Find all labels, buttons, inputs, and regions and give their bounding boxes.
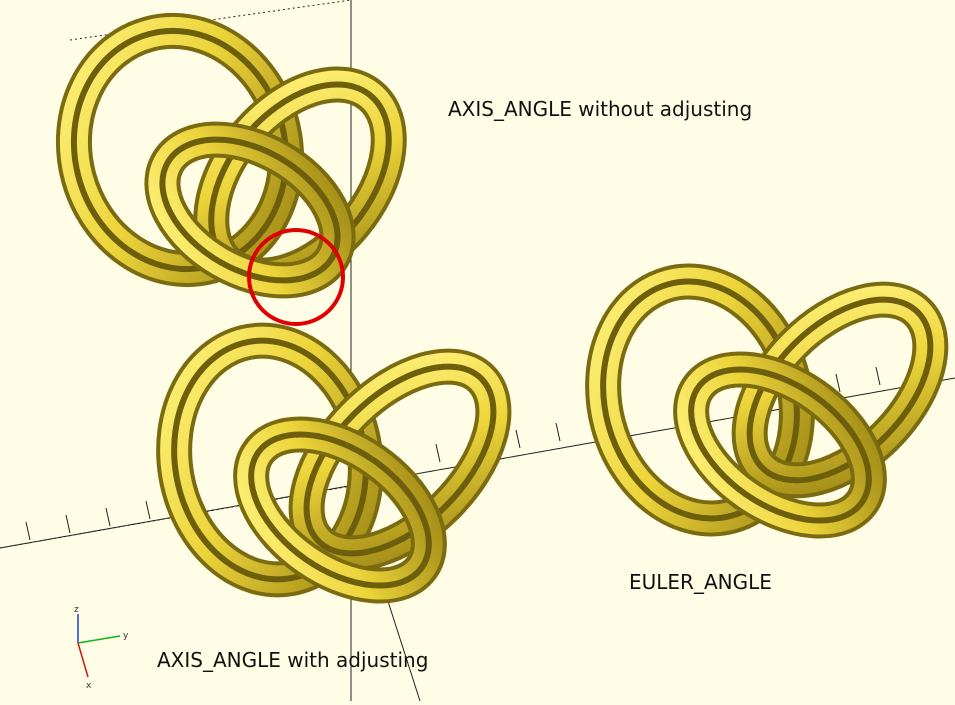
label-euler-angle: EULER_ANGLE	[629, 570, 772, 594]
knot-axis-angle-with[interactable]	[156, 322, 528, 616]
axis-indicator-x-label: x	[86, 681, 92, 691]
axis-indicator-x-line	[77, 642, 89, 678]
trefoil-knot-icon	[585, 263, 949, 539]
axis-indicator-z-label: z	[74, 605, 79, 615]
axis-indicator-icon: z y x	[74, 605, 129, 691]
highlight-circle-icon	[247, 228, 345, 326]
trefoil-knot-icon	[156, 322, 512, 604]
label-axis-angle-with: AXIS_ANGLE with adjusting	[157, 648, 429, 672]
knot-axis-angle-without[interactable]	[48, 7, 425, 310]
knot-euler-angle[interactable]	[577, 260, 955, 552]
axis-indicator-y-line	[77, 635, 121, 644]
trefoil-knot-icon	[55, 12, 407, 299]
axis-indicator-y-label: y	[123, 631, 129, 641]
label-axis-angle-without: AXIS_ANGLE without adjusting	[448, 97, 753, 121]
